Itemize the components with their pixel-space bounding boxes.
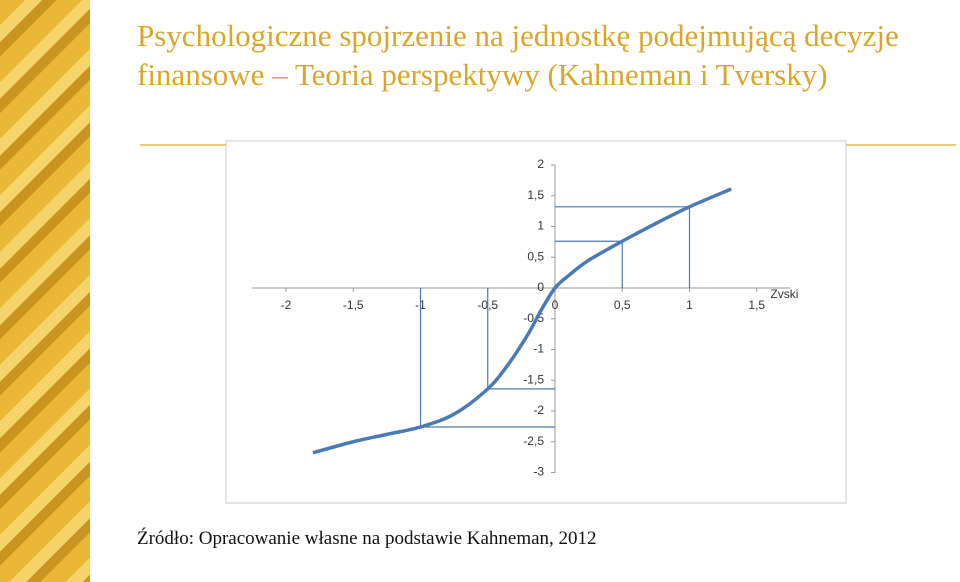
source-note: Źródło: Opracowanie własne na podstawie … — [137, 528, 597, 549]
x-tick-label: -2 — [281, 298, 292, 312]
x-tick-label: -1,5 — [343, 298, 364, 312]
x-axis-label: Zvski — [770, 287, 798, 301]
y-tick-label: 1,5 — [527, 188, 544, 202]
y-tick-label: 2 — [537, 157, 544, 171]
y-tick-label: -2 — [533, 403, 544, 417]
x-tick-label: 1 — [686, 298, 693, 312]
y-tick-label: -2,5 — [523, 434, 544, 448]
y-tick-label: -3 — [533, 465, 544, 479]
x-tick-label: 0 — [552, 298, 559, 312]
y-tick-label: 1 — [537, 219, 544, 233]
y-tick-label: 0,5 — [527, 249, 544, 263]
y-tick-label: -1,5 — [523, 372, 544, 386]
y-tick-label: -1 — [533, 342, 544, 356]
value-curve — [312, 187, 732, 455]
x-tick-label: 0,5 — [614, 298, 631, 312]
y-tick-label: 0 — [537, 280, 544, 294]
slide-title: Psychologiczne spojrzenie na jednostkę p… — [137, 18, 899, 92]
x-tick-label: 1,5 — [748, 298, 765, 312]
decorative-strip — [0, 0, 90, 582]
